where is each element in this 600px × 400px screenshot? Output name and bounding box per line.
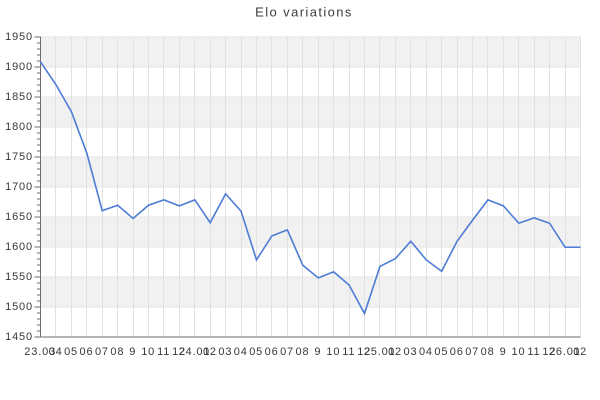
svg-text:06: 06 bbox=[80, 346, 94, 358]
svg-text:11: 11 bbox=[342, 346, 355, 358]
svg-text:10: 10 bbox=[326, 346, 340, 358]
svg-text:02: 02 bbox=[388, 346, 402, 358]
svg-text:1850: 1850 bbox=[5, 91, 33, 103]
svg-text:06: 06 bbox=[450, 346, 464, 358]
svg-text:02: 02 bbox=[573, 346, 587, 358]
svg-text:08: 08 bbox=[296, 346, 310, 358]
svg-text:26.01: 26.01 bbox=[549, 346, 581, 358]
svg-text:12: 12 bbox=[172, 346, 186, 358]
svg-text:9: 9 bbox=[129, 346, 136, 358]
svg-text:1750: 1750 bbox=[5, 151, 33, 163]
svg-text:02: 02 bbox=[203, 346, 217, 358]
svg-text:10: 10 bbox=[512, 346, 526, 358]
svg-text:11: 11 bbox=[527, 346, 540, 358]
svg-text:1900: 1900 bbox=[5, 61, 33, 73]
svg-text:1800: 1800 bbox=[5, 121, 33, 133]
svg-text:05: 05 bbox=[434, 346, 448, 358]
svg-text:07: 07 bbox=[95, 346, 109, 358]
svg-text:07: 07 bbox=[280, 346, 294, 358]
svg-text:1700: 1700 bbox=[5, 181, 33, 193]
svg-text:03: 03 bbox=[218, 346, 232, 358]
svg-text:1450: 1450 bbox=[5, 331, 33, 343]
svg-text:05: 05 bbox=[64, 346, 78, 358]
svg-text:25.01: 25.01 bbox=[364, 346, 396, 358]
svg-text:08: 08 bbox=[110, 346, 124, 358]
svg-text:05: 05 bbox=[249, 346, 263, 358]
svg-text:07: 07 bbox=[465, 346, 479, 358]
svg-text:04: 04 bbox=[419, 346, 433, 358]
svg-text:12: 12 bbox=[357, 346, 371, 358]
svg-text:24.01: 24.01 bbox=[179, 346, 211, 358]
svg-text:1500: 1500 bbox=[5, 301, 33, 313]
svg-text:03: 03 bbox=[404, 346, 418, 358]
svg-text:04: 04 bbox=[49, 346, 63, 358]
svg-text:1950: 1950 bbox=[5, 31, 33, 43]
svg-text:23.03: 23.03 bbox=[24, 346, 56, 358]
svg-text:04: 04 bbox=[234, 346, 248, 358]
svg-text:10: 10 bbox=[141, 346, 155, 358]
svg-text:9: 9 bbox=[500, 346, 507, 358]
svg-text:06: 06 bbox=[265, 346, 279, 358]
svg-text:08: 08 bbox=[481, 346, 495, 358]
svg-text:12: 12 bbox=[542, 346, 556, 358]
svg-text:1650: 1650 bbox=[5, 211, 33, 223]
svg-text:1550: 1550 bbox=[5, 271, 33, 283]
svg-text:11: 11 bbox=[157, 346, 170, 358]
svg-text:1600: 1600 bbox=[5, 241, 33, 253]
svg-text:Elo variations: Elo variations bbox=[255, 5, 353, 20]
svg-text:9: 9 bbox=[314, 346, 321, 358]
